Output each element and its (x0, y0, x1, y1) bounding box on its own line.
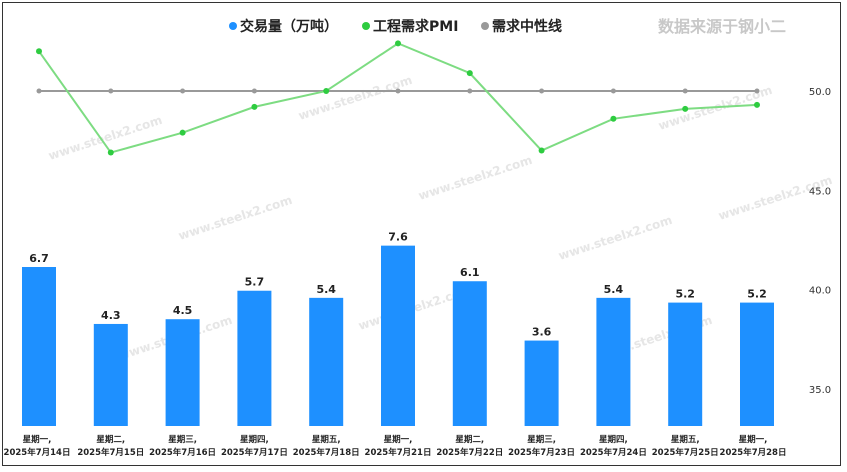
legend-item-neutral[interactable]: 需求中性线 (481, 18, 562, 35)
legend: 交易量（万吨） 工程需求PMI 需求中性线 (229, 18, 562, 35)
category-label-date: 2025年7月14日 (4, 447, 71, 458)
legend-label-pmi: 工程需求PMI (373, 18, 458, 35)
category-label-weekday: 星期五, (312, 434, 341, 445)
neutral-point[interactable] (467, 88, 473, 94)
neutral-point[interactable] (539, 88, 545, 94)
neutral-point[interactable] (754, 88, 760, 94)
watermark: www.steelx2.com (47, 113, 164, 163)
right-axis-tick-label: 35.0 (809, 385, 831, 396)
category-label-weekday: 星期四, (240, 434, 269, 445)
bar[interactable] (309, 297, 344, 426)
pmi-point[interactable] (179, 129, 186, 136)
bar-value-label: 5.2 (675, 288, 695, 301)
bar-value-label: 4.5 (173, 304, 193, 317)
category-labels: 星期一, 2025年7月14日 星期二, 2025年7月15日 星期三, 2025年7月1… (4, 434, 787, 458)
right-axis-tick-label: 50.0 (809, 87, 831, 98)
category-label-weekday: 星期一, (384, 434, 413, 445)
category-label-date: 2025年7月16日 (149, 447, 216, 458)
bar[interactable] (452, 281, 487, 426)
watermark: www.steelx2.com (177, 193, 294, 243)
bar[interactable] (596, 297, 631, 426)
watermark: www.steelx2.com (717, 173, 834, 223)
bar-value-label: 5.4 (316, 283, 336, 296)
right-axis: 35.0 40.0 45.0 50.0 (809, 87, 831, 396)
bar[interactable] (524, 340, 559, 426)
bar-value-label: 3.6 (532, 326, 552, 339)
category-label-date: 2025年7月18日 (293, 447, 360, 458)
neutral-point[interactable] (108, 88, 114, 94)
bar-labels: 6.7 4.3 4.5 5.7 5.4 7.6 6.1 3.6 5.4 5.2 5.2 (29, 231, 767, 339)
legend-item-pmi[interactable]: 工程需求PMI (362, 18, 458, 35)
category-label-date: 2025年7月15日 (77, 447, 144, 458)
bar-value-label: 6.1 (460, 266, 480, 279)
watermark: www.steelx2.com (417, 153, 534, 203)
pmi-series-line (38, 42, 758, 154)
category-label-weekday: 星期三, (168, 434, 197, 445)
category-label-date: 2025年7月22日 (436, 447, 503, 458)
pmi-point[interactable] (754, 101, 760, 108)
category-label-date: 2025年7月21日 (365, 447, 432, 458)
category-label-date: 2025年7月24日 (580, 447, 647, 458)
bar[interactable] (740, 302, 774, 426)
bar[interactable] (165, 319, 200, 426)
category-label-date: 2025年7月17日 (221, 447, 288, 458)
neutral-point[interactable] (682, 88, 688, 94)
legend-marker-pmi (362, 22, 370, 30)
bar-value-label: 7.6 (388, 231, 408, 244)
pmi-line (36, 40, 760, 156)
pmi-point[interactable] (323, 88, 330, 94)
neutral-point[interactable] (36, 88, 42, 94)
bar-value-label: 4.3 (101, 309, 121, 322)
bar[interactable] (668, 302, 703, 426)
legend-item-volume[interactable]: 交易量（万吨） (229, 18, 338, 35)
bar[interactable] (237, 290, 272, 426)
pmi-point[interactable] (395, 40, 401, 47)
pmi-point[interactable] (682, 105, 689, 112)
pmi-point[interactable] (466, 70, 473, 77)
watermark: www.steelx2.com (557, 213, 674, 263)
category-label-weekday: 星期三, (527, 434, 556, 445)
bar-value-label: 5.4 (604, 283, 624, 296)
category-label-weekday: 星期四, (599, 434, 628, 445)
pmi-point[interactable] (36, 48, 42, 55)
bar[interactable] (93, 323, 128, 426)
bar-value-label: 5.7 (245, 276, 265, 289)
category-label-date: 2025年7月28日 (720, 447, 787, 458)
pmi-point[interactable] (538, 147, 545, 154)
neutral-point[interactable] (610, 88, 616, 94)
right-axis-tick-label: 45.0 (809, 186, 831, 197)
category-label-weekday: 星期一, (23, 434, 52, 445)
legend-label-neutral: 需求中性线 (492, 18, 562, 35)
category-label-weekday: 星期二, (96, 434, 125, 445)
legend-marker-neutral (481, 22, 489, 30)
category-label-date: 2025年7月23日 (508, 447, 575, 458)
neutral-point[interactable] (395, 88, 401, 94)
category-label-date: 2025年7月25日 (652, 447, 719, 458)
pmi-point[interactable] (610, 115, 617, 122)
bar[interactable] (381, 245, 415, 426)
watermarks: www.steelx2.comwww.steelx2.comwww.steelx… (47, 73, 834, 363)
legend-label-volume: 交易量（万吨） (240, 18, 338, 35)
bars (22, 245, 774, 426)
category-label-weekday: 星期二, (455, 434, 484, 445)
bar-value-label: 5.2 (747, 288, 767, 301)
watermark: www.steelx2.com (297, 73, 414, 123)
neutral-point[interactable] (180, 88, 186, 94)
pmi-point[interactable] (251, 103, 258, 110)
bar[interactable] (22, 267, 56, 426)
legend-marker-volume (229, 22, 237, 30)
right-axis-tick-label: 40.0 (809, 286, 831, 297)
bar-value-label: 6.7 (29, 252, 49, 265)
category-label-weekday: 星期五, (671, 434, 700, 445)
data-source-credit: 数据来源于钢小二 (658, 17, 786, 36)
pmi-point[interactable] (107, 149, 114, 156)
category-label-weekday: 星期一, (739, 434, 768, 445)
neutral-line (36, 88, 760, 94)
neutral-point[interactable] (251, 88, 257, 94)
